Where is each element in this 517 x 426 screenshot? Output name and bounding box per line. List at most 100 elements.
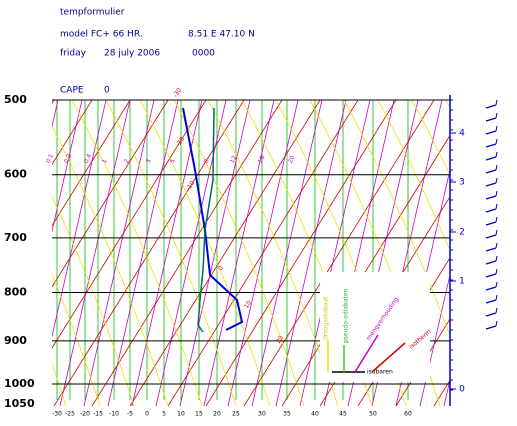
wind-barb — [495, 203, 498, 210]
temperature-label: 30 — [258, 411, 266, 418]
mixing-line — [52, 100, 107, 338]
dry-adiabat — [411, 100, 450, 177]
mixing-line — [251, 100, 323, 406]
wind-barb — [495, 216, 498, 223]
wind-barb — [485, 143, 497, 148]
wind-barb — [485, 156, 497, 161]
cape-value: 0 — [104, 86, 110, 96]
wind-barb — [485, 221, 497, 226]
wind-barb — [485, 273, 497, 278]
mixing-label: 12 — [229, 154, 239, 164]
dry-adiabat — [173, 100, 305, 406]
mixing-label: 20 — [287, 154, 297, 164]
skew-isotherm — [472, 100, 517, 406]
dry-adiabat — [52, 125, 169, 406]
mixing-line — [0, 100, 10, 406]
height-label: 0 — [459, 385, 465, 395]
wind-barb — [485, 286, 497, 291]
height-label: 2 — [459, 228, 465, 238]
isotherm-label: 20 — [275, 335, 285, 345]
date: 28 july 2006 — [104, 49, 160, 59]
wind-barb — [485, 130, 497, 135]
wind-barb — [495, 99, 498, 106]
height-label: 1 — [459, 277, 465, 287]
wind-barb — [485, 104, 497, 109]
temperature-label: 0 — [145, 411, 149, 418]
dry-adiabat — [52, 273, 101, 406]
legend-isotherm — [371, 342, 406, 373]
skew-isotherm — [281, 134, 450, 406]
mixing-line — [83, 100, 155, 406]
temperature-label: 20 — [213, 411, 221, 418]
mixing-line — [0, 100, 34, 406]
dry-adiabat — [0, 100, 32, 406]
pressure-label: 1000 — [4, 377, 35, 390]
temperature-label: 40 — [311, 411, 319, 418]
legend-label: isobaren — [367, 369, 393, 376]
temperature-label: -15 — [93, 411, 103, 418]
dry-adiabat — [139, 100, 271, 406]
skew-isotherm — [205, 100, 397, 406]
mixing-line — [155, 100, 227, 406]
pressure-label: 800 — [4, 286, 27, 299]
skew-isotherm — [167, 100, 359, 406]
wind-barb — [495, 268, 498, 275]
time: 0000 — [192, 49, 215, 59]
mixing-label: 16 — [257, 154, 267, 164]
pressure-label: 600 — [4, 168, 27, 181]
dry-adiabat — [207, 100, 339, 406]
dry-adiabat — [71, 100, 203, 406]
skew-isotherm — [52, 100, 169, 288]
day: friday — [60, 49, 87, 59]
dewpoint-profile — [197, 107, 215, 333]
title: tempformulier — [60, 8, 125, 18]
wind-barb — [485, 234, 497, 239]
dry-adiabat — [105, 100, 237, 406]
isotherm-label: -20 — [175, 136, 186, 148]
mixing-label: 8 — [203, 158, 211, 165]
temperature-label: 45 — [339, 411, 347, 418]
wind-barb — [495, 177, 498, 184]
wind-barb — [495, 281, 498, 288]
height-label: 4 — [459, 129, 465, 139]
isotherm-label: -30 — [172, 87, 183, 99]
skew-isotherm — [0, 100, 16, 406]
temperature-label: 15 — [195, 411, 203, 418]
pressure-label: 500 — [4, 93, 27, 106]
pressure-label: 1050 — [4, 397, 35, 410]
temperature-label: 5 — [162, 411, 166, 418]
isotherm-label: 0 — [217, 265, 225, 272]
dry-adiabat — [52, 195, 135, 406]
mixing-line — [59, 100, 131, 406]
mixing-line — [52, 100, 59, 129]
temperature-label: -5 — [127, 411, 133, 418]
mixing-label: 0.4 — [83, 153, 93, 165]
wind-barb — [495, 164, 498, 171]
wind-barb — [485, 247, 497, 252]
temperature-label: 25 — [232, 411, 240, 418]
skew-isotherm — [129, 100, 321, 406]
temperature-label: 35 — [283, 411, 291, 418]
wind-barb — [495, 255, 498, 262]
legend-bg — [320, 272, 430, 382]
legend-label: droogadiabaat — [323, 296, 330, 340]
grid — [0, 100, 517, 406]
wind-barb — [495, 138, 498, 145]
wind-barb — [485, 299, 497, 304]
wind-barb — [495, 112, 498, 119]
mixing-label: 0.1 — [45, 153, 55, 165]
pressure-label: 700 — [4, 231, 27, 244]
mixing-label: 0.2 — [63, 153, 73, 165]
mixing-line — [179, 100, 251, 406]
temperature-label: -10 — [109, 411, 119, 418]
temperature-label: 60 — [404, 411, 412, 418]
wind-barb — [485, 260, 497, 265]
temperature-label: 10 — [177, 411, 185, 418]
mixing-label: 1 — [101, 158, 109, 165]
skew-isotherm — [510, 100, 517, 406]
model: model FC+ 66 HR. — [60, 30, 143, 40]
height-label: 3 — [459, 178, 465, 188]
mixing-label: 5 — [169, 158, 177, 165]
isotherm-label: -10 — [185, 180, 196, 192]
